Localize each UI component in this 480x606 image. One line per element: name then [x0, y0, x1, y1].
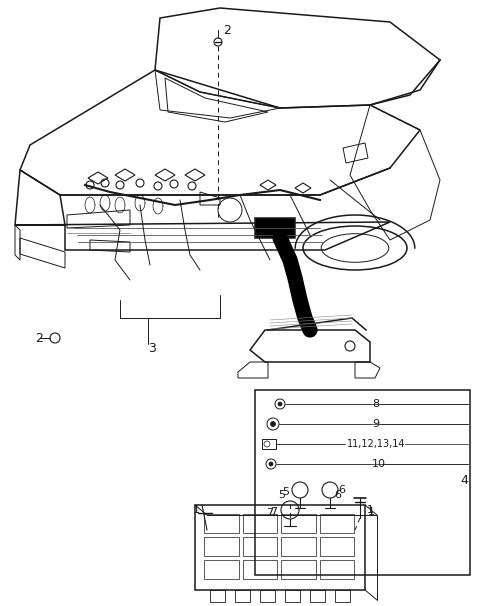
- Bar: [310, 590, 325, 602]
- Text: 7: 7: [270, 507, 277, 517]
- Text: 7: 7: [266, 508, 273, 518]
- Text: 8: 8: [372, 399, 379, 409]
- Circle shape: [271, 422, 276, 427]
- Text: 5: 5: [282, 487, 289, 497]
- Bar: [210, 590, 225, 602]
- Text: 6: 6: [334, 490, 341, 500]
- Text: 1: 1: [368, 507, 375, 517]
- Text: 5: 5: [278, 490, 285, 500]
- Bar: [235, 590, 250, 602]
- Bar: [281, 537, 315, 556]
- Bar: [255, 390, 470, 575]
- Circle shape: [269, 462, 273, 466]
- Text: 1: 1: [193, 505, 200, 515]
- Bar: [242, 537, 277, 556]
- Text: 2: 2: [223, 24, 231, 36]
- Bar: [242, 514, 277, 533]
- Bar: [285, 590, 300, 602]
- Text: 9: 9: [372, 419, 379, 429]
- Bar: [242, 560, 277, 579]
- Bar: [204, 560, 239, 579]
- Text: 11,12,13,14: 11,12,13,14: [347, 439, 406, 449]
- Bar: [204, 537, 239, 556]
- Text: 10: 10: [372, 459, 386, 469]
- Bar: [320, 514, 354, 533]
- Polygon shape: [255, 218, 295, 238]
- Bar: [281, 514, 315, 533]
- Bar: [204, 514, 239, 533]
- Bar: [195, 505, 365, 590]
- Bar: [335, 590, 350, 602]
- Circle shape: [278, 402, 282, 406]
- Bar: [260, 590, 275, 602]
- Bar: [320, 560, 354, 579]
- Text: 4: 4: [460, 473, 468, 487]
- Text: 6: 6: [338, 485, 345, 495]
- Text: 2: 2: [35, 331, 43, 344]
- Text: 3: 3: [148, 342, 156, 355]
- Text: 1: 1: [367, 505, 374, 515]
- Bar: [262, 439, 276, 449]
- Bar: [281, 560, 315, 579]
- Bar: [320, 537, 354, 556]
